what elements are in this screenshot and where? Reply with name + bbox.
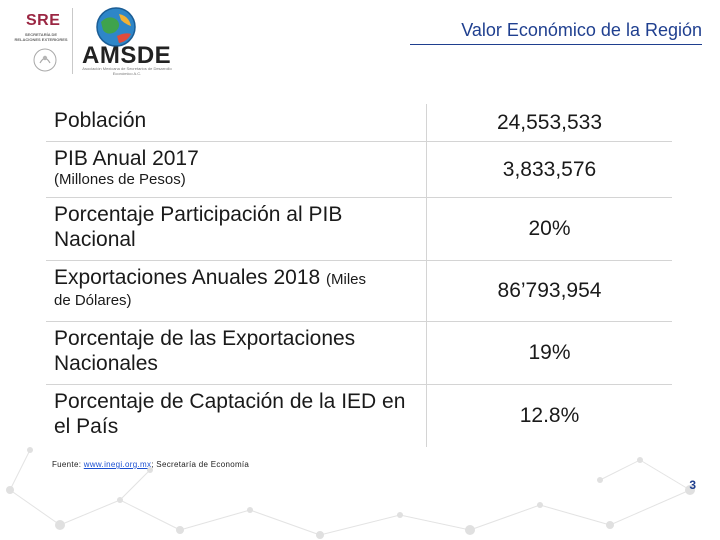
economic-value-table: Población 24,553,533 PIB Anual 2017 (Mil…	[46, 104, 672, 447]
row-label-unit-continued: de Dólares)	[54, 292, 132, 309]
slide-title: Valor Económico de la Región	[461, 20, 702, 40]
table-row: Porcentaje de Captación de la IED en el …	[46, 384, 672, 447]
row-label: Porcentaje Participación al PIB Nacional	[46, 198, 426, 260]
row-label-text: PIB Anual 2017	[54, 147, 199, 170]
table-row: Exportaciones Anuales 2018 (Miles de Dól…	[46, 260, 672, 321]
row-label-text: Porcentaje de Captación de la IED en el …	[54, 390, 406, 438]
amsde-logo-text: AMSDE	[82, 42, 172, 69]
row-label-unit: (Miles	[326, 271, 367, 288]
row-label-text: Porcentaje de las Exportaciones Nacional…	[54, 327, 356, 375]
table-row: PIB Anual 2017 (Millones de Pesos) 3,833…	[46, 141, 672, 197]
row-label-unit: (Millones de Pesos)	[54, 171, 186, 188]
row-label: Población	[46, 104, 426, 141]
source-prefix: Fuente:	[52, 460, 84, 469]
page-number: 3	[689, 478, 696, 492]
amsde-globe-icon	[96, 7, 136, 47]
row-value: 12.8%	[426, 385, 672, 447]
sre-logo-text: SRE	[26, 12, 61, 29]
header-divider	[72, 8, 73, 74]
row-value: 20%	[426, 198, 672, 260]
row-label: PIB Anual 2017 (Millones de Pesos)	[46, 142, 426, 197]
table-row: Porcentaje Participación al PIB Nacional…	[46, 197, 672, 260]
source-link[interactable]: www.inegi.org.mx	[83, 460, 152, 469]
amsde-subtitle: Asociación Mexicana de Secretarios de De…	[82, 66, 172, 76]
row-value: 19%	[426, 322, 672, 384]
source-note: Fuente: www.inegi.org.mx; Secretaría de …	[52, 460, 249, 469]
row-value: 24,553,533	[426, 104, 672, 141]
title-underline	[410, 44, 702, 45]
sre-subtitle: SECRETARÍA DE RELACIONES EXTERIORES	[14, 32, 68, 42]
row-label: Porcentaje de las Exportaciones Nacional…	[46, 322, 426, 384]
row-label: Exportaciones Anuales 2018 (Miles de Dól…	[46, 261, 426, 321]
row-label-text: Porcentaje Participación al PIB Nacional	[54, 203, 343, 251]
table-row: Porcentaje de las Exportaciones Nacional…	[46, 321, 672, 384]
row-label-text: Exportaciones Anuales 2018	[54, 266, 327, 289]
mexico-seal-icon	[33, 48, 57, 72]
row-value: 3,833,576	[426, 142, 672, 197]
source-suffix: ; Secretaría de Economía	[151, 460, 250, 469]
table-row: Población 24,553,533	[46, 104, 672, 141]
network-decoration	[6, 447, 695, 539]
row-label-text: Población	[54, 109, 147, 132]
row-value: 86’793,954	[426, 261, 672, 321]
row-label: Porcentaje de Captación de la IED en el …	[46, 385, 426, 447]
